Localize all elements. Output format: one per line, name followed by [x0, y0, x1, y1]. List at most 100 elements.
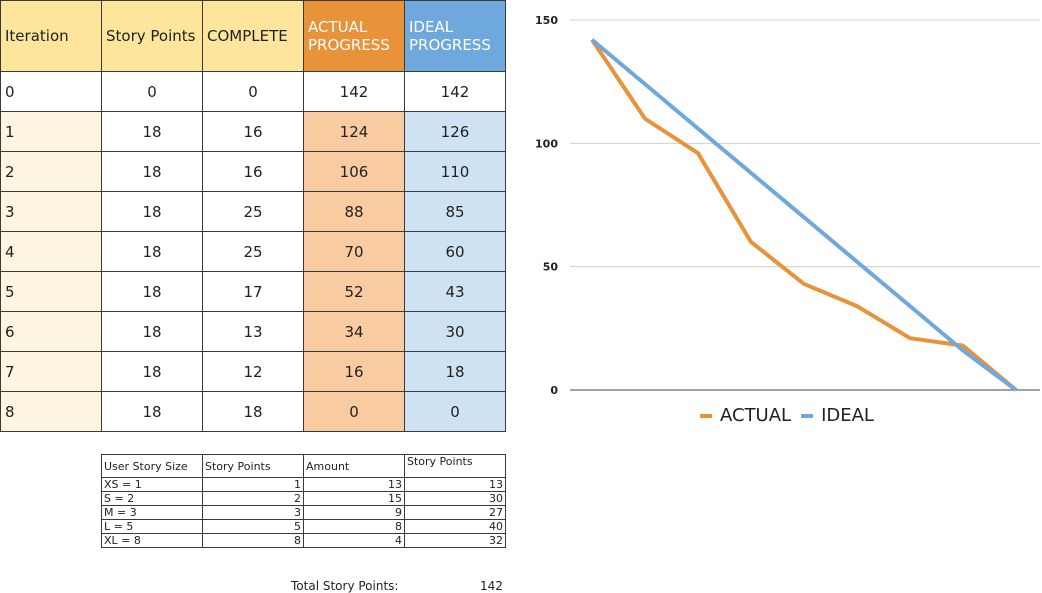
- cell-complete: 18: [202, 391, 304, 432]
- y-tick-label: 50: [543, 261, 559, 274]
- cell-actual-progress: 124: [303, 111, 405, 152]
- size-row: XS = 1 1 13 13: [101, 477, 506, 492]
- cell-complete: 16: [202, 151, 304, 192]
- cell-story-points: 18: [101, 111, 203, 152]
- y-tick-label: 150: [535, 14, 558, 27]
- header-actual-progress: ACTUAL PROGRESS: [303, 0, 405, 72]
- cell-actual-progress: 34: [303, 311, 405, 352]
- cell-iteration: 3: [0, 191, 102, 232]
- chart-legend: ACTUAL IDEAL: [700, 405, 874, 426]
- cell-complete: 16: [202, 111, 304, 152]
- progress-table-header: Iteration Story Points COMPLETE ACTUAL P…: [0, 0, 506, 72]
- size-row: XL = 8 8 4 32: [101, 533, 506, 548]
- total-story-points-value: 142: [480, 579, 503, 593]
- header-total-story-points: Story Points: [404, 454, 506, 478]
- story-size-table-header: User Story Size Story Points Amount Stor…: [101, 454, 506, 478]
- cell-ideal-progress: 126: [404, 111, 506, 152]
- legend-swatch: [801, 413, 814, 418]
- cell-ideal-progress: 30: [404, 311, 506, 352]
- header-user-story-size: User Story Size: [101, 454, 203, 478]
- table-row: 3 18 25 88 85: [0, 191, 506, 232]
- cell-actual-progress: 0: [303, 391, 405, 432]
- cell-size: XL = 8: [101, 533, 203, 548]
- cell-iteration: 4: [0, 231, 102, 272]
- cell-iteration: 8: [0, 391, 102, 432]
- cell-size: L = 5: [101, 519, 203, 534]
- table-row: 8 18 18 0 0: [0, 391, 506, 432]
- cell-story-points: 18: [101, 351, 203, 392]
- legend-label: IDEAL: [821, 405, 874, 426]
- y-tick-label: 0: [550, 384, 558, 397]
- cell-ideal-progress: 43: [404, 271, 506, 312]
- cell-actual-progress: 16: [303, 351, 405, 392]
- cell-total-points: 27: [404, 505, 506, 520]
- series-line-actual: [590, 38, 1018, 392]
- cell-complete: 13: [202, 311, 304, 352]
- header-size-story-points: Story Points: [202, 454, 304, 478]
- cell-size-points: 2: [202, 491, 304, 506]
- series-line-ideal: [590, 38, 1018, 392]
- table-row: 5 18 17 52 43: [0, 271, 506, 312]
- cell-complete: 0: [202, 71, 304, 112]
- table-row: 6 18 13 34 30: [0, 311, 506, 352]
- cell-complete: 12: [202, 351, 304, 392]
- cell-iteration: 7: [0, 351, 102, 392]
- size-row: L = 5 5 8 40: [101, 519, 506, 534]
- cell-actual-progress: 142: [303, 71, 405, 112]
- header-ideal-progress: IDEAL PROGRESS: [404, 0, 506, 72]
- legend-item-ideal: IDEAL: [801, 405, 874, 426]
- cell-total-points: 32: [404, 533, 506, 548]
- cell-actual-progress: 70: [303, 231, 405, 272]
- cell-ideal-progress: 110: [404, 151, 506, 192]
- cell-story-points: 0: [101, 71, 203, 112]
- cell-actual-progress: 106: [303, 151, 405, 192]
- cell-iteration: 1: [0, 111, 102, 152]
- table-row: 4 18 25 70 60: [0, 231, 506, 272]
- cell-total-points: 40: [404, 519, 506, 534]
- cell-complete: 17: [202, 271, 304, 312]
- cell-story-points: 18: [101, 231, 203, 272]
- cell-size: M = 3: [101, 505, 203, 520]
- cell-iteration: 5: [0, 271, 102, 312]
- cell-ideal-progress: 18: [404, 351, 506, 392]
- legend-item-actual: ACTUAL: [700, 405, 791, 426]
- cell-size: S = 2: [101, 491, 203, 506]
- story-size-table: User Story Size Story Points Amount Stor…: [101, 454, 506, 548]
- cell-story-points: 18: [101, 391, 203, 432]
- cell-story-points: 18: [101, 271, 203, 312]
- cell-story-points: 18: [101, 311, 203, 352]
- cell-complete: 25: [202, 191, 304, 232]
- cell-amount: 8: [303, 519, 405, 534]
- header-amount: Amount: [303, 454, 405, 478]
- cell-amount: 13: [303, 477, 405, 492]
- cell-amount: 4: [303, 533, 405, 548]
- header-story-points: Story Points: [101, 0, 203, 72]
- cell-story-points: 18: [101, 191, 203, 232]
- cell-size-points: 1: [202, 477, 304, 492]
- cell-size-points: 5: [202, 519, 304, 534]
- y-tick-label: 100: [535, 137, 558, 150]
- cell-iteration: 2: [0, 151, 102, 192]
- cell-size: XS = 1: [101, 477, 203, 492]
- table-row: 2 18 16 106 110: [0, 151, 506, 192]
- cell-total-points: 30: [404, 491, 506, 506]
- size-row: S = 2 2 15 30: [101, 491, 506, 506]
- legend-label: ACTUAL: [720, 405, 792, 426]
- header-complete: COMPLETE: [202, 0, 304, 72]
- table-row: 1 18 16 124 126: [0, 111, 506, 152]
- total-story-points-label: Total Story Points:: [291, 579, 399, 593]
- cell-amount: 15: [303, 491, 405, 506]
- cell-total-points: 13: [404, 477, 506, 492]
- size-row: M = 3 3 9 27: [101, 505, 506, 520]
- cell-size-points: 8: [202, 533, 304, 548]
- cell-ideal-progress: 0: [404, 391, 506, 432]
- header-iteration: Iteration: [0, 0, 102, 72]
- cell-iteration: 6: [0, 311, 102, 352]
- cell-story-points: 18: [101, 151, 203, 192]
- cell-complete: 25: [202, 231, 304, 272]
- cell-actual-progress: 88: [303, 191, 405, 232]
- legend-swatch: [700, 413, 712, 418]
- table-row: 0 0 0 142 142: [0, 71, 506, 112]
- cell-ideal-progress: 60: [404, 231, 506, 272]
- cell-iteration: 0: [0, 71, 102, 112]
